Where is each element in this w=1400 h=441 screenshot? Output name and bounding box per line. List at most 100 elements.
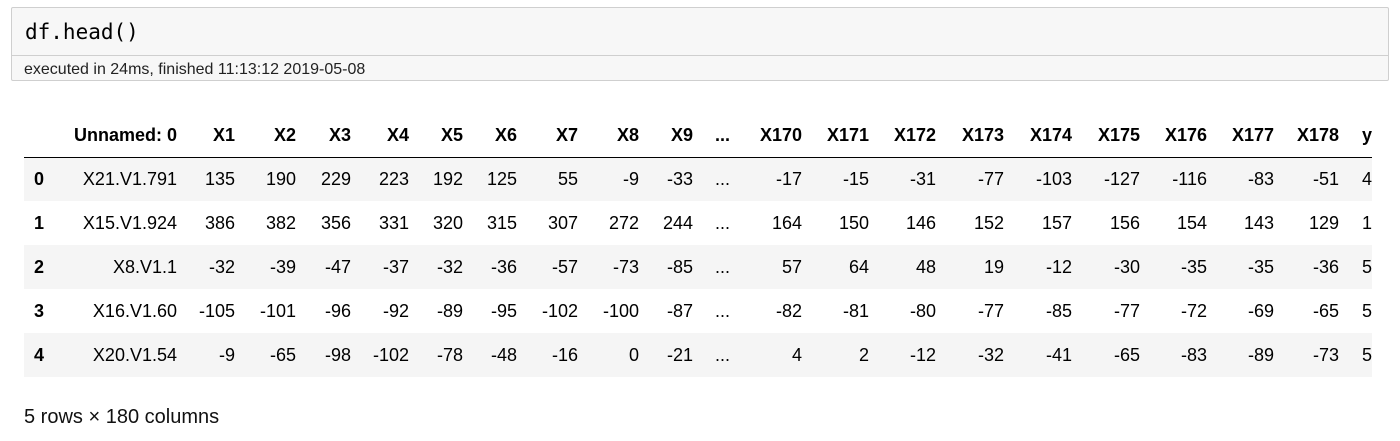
column-header: X176: [1140, 115, 1207, 158]
column-header: X177: [1207, 115, 1274, 158]
table-cell: -77: [977, 300, 1004, 321]
table-cell: X15.V1.924: [82, 212, 177, 233]
table-cell: -12: [1045, 256, 1072, 277]
table-cell: -9: [622, 168, 639, 189]
table-cell: -32: [436, 256, 463, 277]
table-cell: -73: [612, 256, 639, 277]
table-cell: 5: [1361, 344, 1372, 365]
column-header: X5: [409, 115, 463, 158]
table-cell: 156: [1109, 212, 1140, 233]
table-cell: 152: [973, 212, 1004, 233]
table-cell: X8.V1.1: [112, 256, 177, 277]
table-cell: -16: [551, 344, 578, 365]
table-row: 0 X21.V1.791 135 190 229 223 192 125 55 -9 -33... -…: [24, 157, 1372, 201]
column-header: ...: [693, 115, 730, 158]
table-cell: -102: [372, 344, 409, 365]
column-header: Unnamed: 0: [62, 115, 177, 158]
table-cell: 356: [320, 212, 351, 233]
table-cell: -102: [541, 300, 578, 321]
execution-info: executed in 24ms, finished 11:13:12 2019…: [24, 61, 366, 78]
table-cell: 129: [1308, 212, 1339, 233]
table-cell: 64: [848, 256, 869, 277]
dataframe-shape: 5 rows × 180 columns: [24, 406, 220, 428]
table-cell: 5: [1361, 300, 1372, 321]
column-header: X3: [296, 115, 351, 158]
table-cell: -41: [1045, 344, 1072, 365]
column-header: X2: [235, 115, 296, 158]
table-cell: 57: [781, 256, 802, 277]
table-cell: -78: [436, 344, 463, 365]
table-cell: -35: [1247, 256, 1274, 277]
table-cell: -77: [1113, 300, 1140, 321]
table-cell: 157: [1041, 212, 1072, 233]
table-cell: -89: [436, 300, 463, 321]
column-header: X173: [936, 115, 1004, 158]
table-cell: ...: [714, 256, 730, 277]
table-cell: 382: [265, 212, 296, 233]
table-cell: 2: [858, 344, 869, 365]
table-cell: 154: [1176, 212, 1207, 233]
column-header: X9: [639, 115, 693, 158]
table-cell: -51: [1312, 168, 1339, 189]
table-cell: -82: [775, 300, 802, 321]
table-cell: -105: [198, 300, 235, 321]
table-cell: 19: [983, 256, 1004, 277]
table-cell: -32: [977, 344, 1004, 365]
table-cell: 0: [628, 344, 639, 365]
table-cell: -89: [1247, 344, 1274, 365]
table-cell: ...: [714, 344, 730, 365]
table-cell: 320: [432, 212, 463, 233]
table-cell: -21: [666, 344, 693, 365]
row-index: 1: [34, 212, 45, 233]
column-header: y: [1339, 115, 1372, 158]
table-cell: -100: [602, 300, 639, 321]
row-index: 2: [34, 256, 45, 277]
table-cell: -65: [1312, 300, 1339, 321]
table-cell: 307: [547, 212, 578, 233]
table-cell: -35: [1180, 256, 1207, 277]
table-cell: -36: [1312, 256, 1339, 277]
table-cell: 315: [486, 212, 517, 233]
cell-divider: [12, 55, 1388, 56]
table-cell: -47: [324, 256, 351, 277]
table-cell: ...: [714, 300, 730, 321]
table-cell: -39: [269, 256, 296, 277]
table-cell: 150: [838, 212, 869, 233]
code-cell-input[interactable]: df.head() executed in 24ms, finished 11:…: [11, 7, 1389, 81]
column-header: X1: [177, 115, 235, 158]
column-header: X175: [1072, 115, 1140, 158]
table-cell: -12: [909, 344, 936, 365]
table-cell: -87: [666, 300, 693, 321]
table-cell: 223: [378, 168, 409, 189]
table-cell: 272: [608, 212, 639, 233]
table-cell: -36: [490, 256, 517, 277]
table-cell: -103: [1035, 168, 1072, 189]
table-cell: -32: [208, 256, 235, 277]
table-cell: -101: [259, 300, 296, 321]
column-header: X6: [463, 115, 517, 158]
row-index: 3: [34, 300, 45, 321]
table-cell: -77: [977, 168, 1004, 189]
column-header: X4: [351, 115, 409, 158]
table-cell: 55: [557, 168, 578, 189]
table-cell: -85: [666, 256, 693, 277]
table-cell: 1: [1361, 212, 1372, 233]
column-header: X171: [802, 115, 869, 158]
table-cell: X20.V1.54: [92, 344, 177, 365]
table-cell: 164: [771, 212, 802, 233]
table-cell: -127: [1103, 168, 1140, 189]
table-cell: 4: [1361, 168, 1372, 189]
table-cell: 135: [204, 168, 235, 189]
table-cell: 229: [320, 168, 351, 189]
table-cell: 5: [1361, 256, 1372, 277]
table-cell: -80: [909, 300, 936, 321]
table-cell: -33: [666, 168, 693, 189]
table-cell: 143: [1243, 212, 1274, 233]
code-text[interactable]: df.head(): [25, 20, 139, 44]
table-cell: 146: [905, 212, 936, 233]
header-row: Unnamed: 0 X1 X2 X3 X4 X5 X6 X7 X8 X9... X170 X171 X…: [24, 115, 1372, 158]
table-cell: 331: [378, 212, 409, 233]
table-cell: -15: [842, 168, 869, 189]
table-cell: 386: [204, 212, 235, 233]
table-cell: 4: [791, 344, 802, 365]
